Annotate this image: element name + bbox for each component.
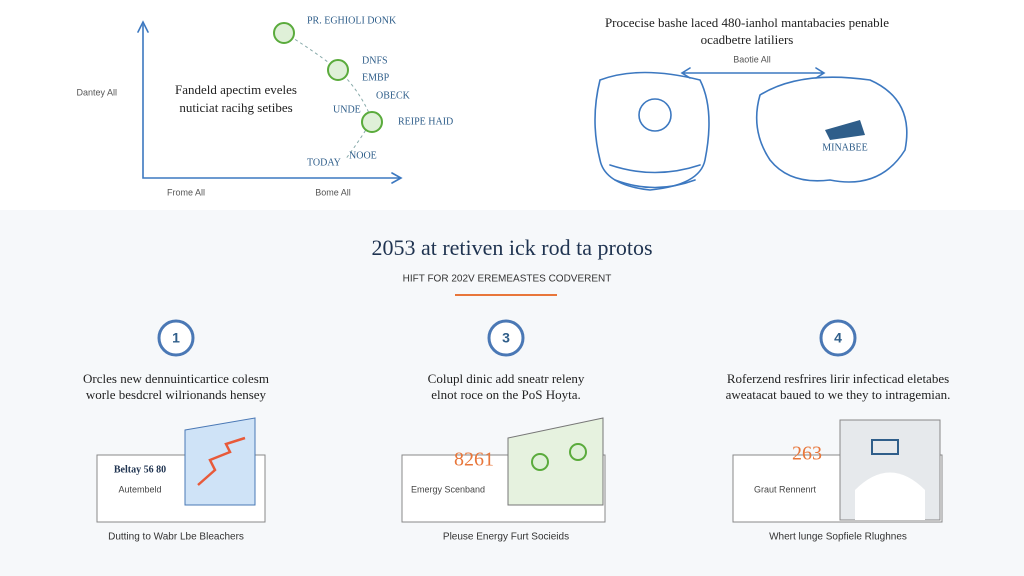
trend-line — [197, 436, 246, 486]
sketch-label: EMBP — [362, 72, 390, 83]
base-sketch — [609, 164, 701, 189]
card-value: 263 — [792, 443, 822, 465]
heading: ocadbetre latiliers — [701, 32, 794, 47]
heading: Procecise bashe laced 480-ianhol mantaba… — [605, 15, 889, 30]
step-number: 1 — [172, 330, 180, 346]
step-caption: Dutting to Wabr Lbe Bleachers — [108, 532, 244, 543]
step-number: 4 — [834, 330, 842, 346]
step-text: Orcles new dennuinticartice colesm — [83, 371, 269, 386]
arrow-label: Baotie All — [733, 54, 771, 64]
step-caption: Whert lunge Sopfiele Rlughnes — [769, 532, 907, 543]
sketch-label: NOOE — [349, 150, 377, 161]
icon — [871, 439, 899, 455]
card-image — [507, 417, 604, 506]
map-sketch — [755, 76, 908, 183]
step-number: 3 — [502, 330, 510, 346]
card-label: Emergy Scenband — [411, 484, 485, 494]
step-badge — [157, 319, 195, 357]
path-sketch — [284, 32, 373, 161]
y-label: Dantey All — [76, 87, 117, 97]
card-label: Autembeld — [118, 484, 161, 494]
section-subtitle: HIFT FOR 202V EREMEASTES CODVERENT — [403, 274, 612, 285]
step-text: Colupl dinic add sneatr releny — [428, 371, 585, 386]
green-icons — [273, 22, 383, 133]
sketch-label: UNDE — [333, 104, 361, 115]
arrowheads — [137, 20, 403, 184]
card-value: Beltay 56 80 — [114, 464, 166, 475]
section-title: 2053 at retiven ick rod ta protos — [371, 235, 652, 260]
globe-sketch — [594, 71, 710, 191]
sketch-label: PR. EGHIOLI DONK — [307, 15, 397, 26]
heading: Fandeld apectim eveles — [175, 82, 297, 97]
green-icon — [569, 443, 587, 461]
sketch-label: REIPE HAID — [398, 116, 453, 127]
card-value: 8261 — [454, 449, 494, 471]
sketch-label: DNFS — [362, 55, 388, 66]
map-shape — [825, 120, 865, 140]
step-text: elnot roce on the PoS Hoyta. — [431, 387, 580, 402]
sketch-label: OBECK — [376, 90, 411, 101]
top-band — [0, 0, 1024, 210]
axes — [142, 24, 401, 179]
step-text: Roferzend resfrires lirir infecticad ele… — [727, 371, 949, 386]
step-badge — [819, 319, 857, 357]
step-badge — [487, 319, 525, 357]
card-image — [184, 417, 256, 506]
map-label: MINABEE — [822, 142, 868, 153]
x-label: Bome All — [315, 187, 351, 197]
card-label: Graut Rennenrt — [754, 484, 817, 494]
figure-sketch — [638, 98, 672, 132]
step-text: aweatacat baued to we they to intragemia… — [726, 387, 951, 402]
step-caption: Pleuse Energy Furt Socieids — [443, 532, 569, 543]
heading: nuticiat racihg setibes — [179, 100, 292, 115]
green-icon — [531, 453, 549, 471]
arch — [855, 472, 925, 520]
step-text: worle besdcrel wilrionands hensey — [86, 387, 267, 402]
x-label: Frome All — [167, 187, 205, 197]
sketch-label: TODAY — [307, 157, 341, 168]
